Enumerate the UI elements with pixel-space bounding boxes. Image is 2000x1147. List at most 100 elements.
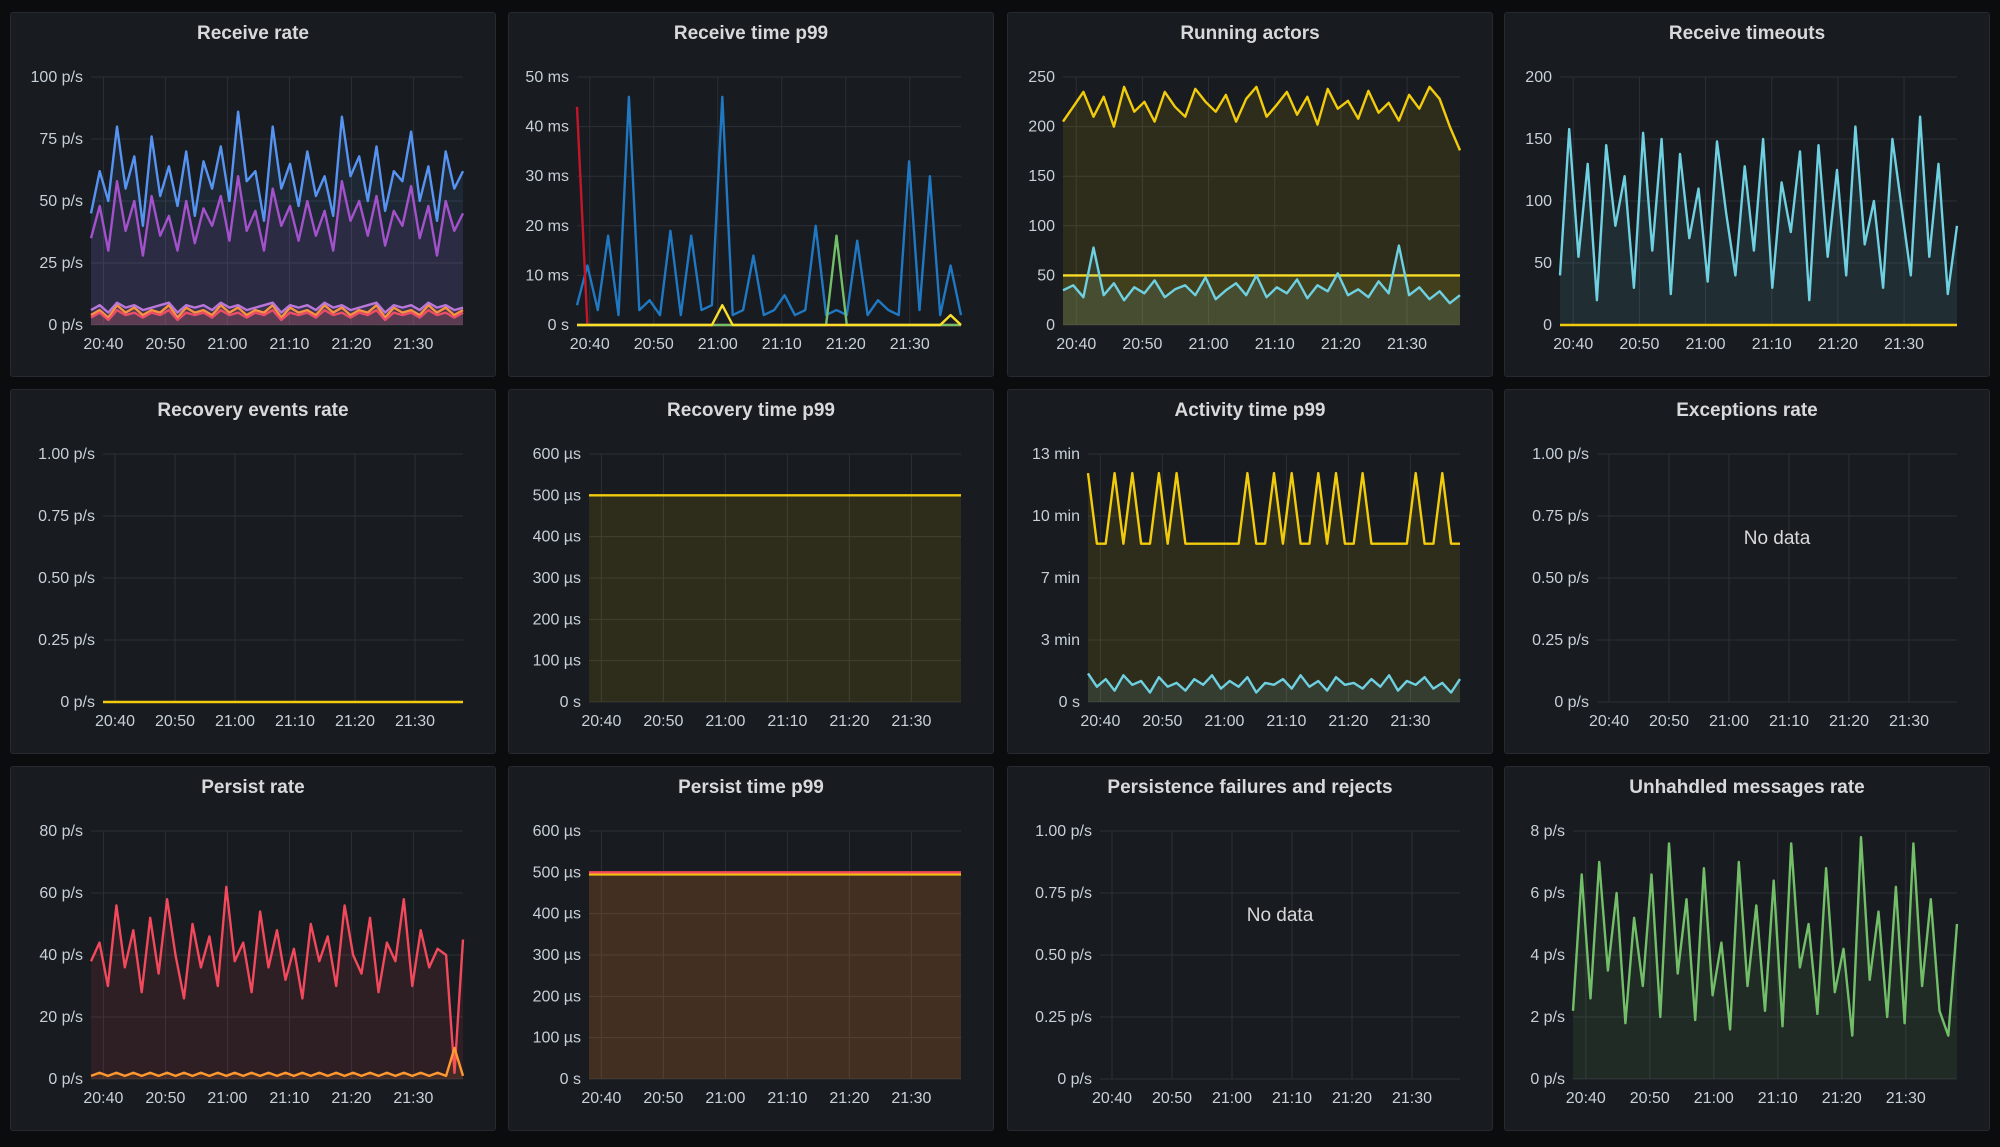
series-area-1 [589,872,961,1079]
x-tick-label: 21:20 [1332,1090,1372,1107]
x-tick-label: 21:30 [395,713,435,730]
panel-running-actors[interactable]: Running actors 0 50 100 150 200 250 20:40 20:50 2… [1007,12,1493,377]
panel-title[interactable]: Activity time p99 [1174,400,1326,421]
panel-title[interactable]: Recovery time p99 [667,400,835,421]
series-line-3[interactable] [577,304,962,327]
x-tick-label: 20:50 [1649,713,1689,730]
chart-persistence-failures-and-rejects: 0 p/s 0.25 p/s 0.50 p/s 0.75 p/s 1.00 p/s 20:… [1035,823,1460,1107]
panel-title[interactable]: Receive time p99 [673,23,829,44]
x-tick-label: 21:30 [1889,713,1929,730]
x-tick-label: 21:20 [1321,336,1361,353]
y-tick-label: 0.50 p/s [38,570,95,587]
panel-persistence-failures-and-rejects[interactable]: Persistence failures and rejects 0 p/s 0.2… [1007,766,1493,1131]
y-tick-label: 200 [1525,69,1552,86]
panel-persist-rate[interactable]: Persist rate 0 p/s 20 p/s 40 p/s 60 p/s 80 p/… [10,766,496,1131]
x-tick-label: 21:10 [275,713,315,730]
panel-receive-time-p99[interactable]: Receive time p99 0 s 10 ms 20 ms 30 ms 40 ms 5… [508,12,994,377]
x-tick-label: 20:50 [634,336,674,353]
panel-unhandled-messages-rate[interactable]: Unhahdled messages rate 0 p/s 2 p/s 4 p/s 6 … [1504,766,1990,1131]
panel-receive-timeouts[interactable]: Receive timeouts 0 50 100 150 200 20:40 20:50 21… [1504,12,1990,377]
panel-activity-time-p99[interactable]: Activity time p99 0 s 3 min 7 min 10 min 13 m… [1007,389,1493,754]
panel-exceptions-rate[interactable]: Exceptions rate 0 p/s 0.25 p/s 0.50 p/s 0.75… [1504,389,1990,754]
y-tick-label: 150 [1525,131,1552,148]
series-line-0[interactable] [89,885,465,1074]
panel-recovery-time-p99[interactable]: Recovery time p99 0 s 100 µs 200 µs 300 µs 40… [508,389,994,754]
panel-title[interactable]: Persist rate [201,777,305,798]
series-line-2[interactable] [90,304,464,319]
x-tick-label: 20:50 [1619,336,1659,353]
chart-recovery-time-p99: 0 s 100 µs 200 µs 300 µs 400 µs 500 µs 600 µs 2… [533,446,961,730]
x-tick-label: 21:10 [1752,336,1792,353]
x-tick-label: 21:30 [891,713,931,730]
y-tick-label: 10 ms [525,267,569,284]
panel-title[interactable]: Persist time p99 [678,777,824,798]
x-tick-label: 21:10 [762,336,802,353]
x-tick-label: 21:00 [1189,336,1229,353]
y-tick-label: 40 p/s [39,947,83,964]
chart-persist-rate: 0 p/s 20 p/s 40 p/s 60 p/s 80 p/s 20:40 20:50 2… [39,823,465,1107]
y-tick-label: 0.25 p/s [1035,1009,1092,1026]
series-line-3[interactable] [90,308,464,322]
series-line-1[interactable] [1087,672,1461,694]
series-line-0[interactable] [1571,836,1959,1037]
series-line-0[interactable] [1086,471,1460,545]
x-tick-label: 21:20 [1829,713,1869,730]
y-tick-label: 4 p/s [1530,947,1565,964]
y-tick-label: 500 µs [533,487,581,504]
panel-title[interactable]: Running actors [1180,23,1320,44]
x-tick-label: 21:30 [1886,1090,1926,1107]
series-line-0[interactable] [89,110,465,227]
series-line-0[interactable] [1558,115,1959,302]
y-tick-label: 1.00 p/s [38,446,95,463]
series-line-0[interactable] [575,95,963,317]
panel-title[interactable]: Recovery events rate [157,400,349,421]
panel-receive-rate[interactable]: Receive rate 0 p/s 25 p/s 50 p/s 75 p/s 100 p… [10,12,496,377]
panel-recovery-events-rate[interactable]: Recovery events rate 0 p/s 0.25 p/s 0.50 p/… [10,389,496,754]
no-data-label: No data [1247,905,1314,926]
panel-title[interactable]: Receive timeouts [1668,23,1826,44]
x-tick-label: 21:00 [207,1090,247,1107]
chart-recovery-events-rate: 0 p/s 0.25 p/s 0.50 p/s 0.75 p/s 1.00 p/s 20:… [38,446,463,730]
x-tick-label: 21:30 [890,336,930,353]
y-tick-label: 50 p/s [39,193,83,210]
series-line-1[interactable] [90,1046,465,1078]
series-line-4[interactable] [90,301,464,314]
series-area-0 [1560,116,1957,325]
panel-title[interactable]: Unhahdled messages rate [1629,777,1865,798]
x-tick-label: 21:00 [698,336,738,353]
panel-title[interactable]: Exceptions rate [1676,400,1818,421]
x-tick-label: 21:10 [1769,713,1809,730]
series-area-0 [1573,837,1957,1079]
series-line-1[interactable] [89,175,465,257]
y-tick-label: 400 µs [533,529,581,546]
panel-title[interactable]: Persistence failures and rejects [1107,777,1393,798]
y-tick-label: 0.75 p/s [1532,508,1589,525]
series-line-2[interactable] [1062,244,1461,305]
series-area-0 [589,495,961,702]
y-tick-label: 0.50 p/s [1035,947,1092,964]
x-tick-label: 21:30 [891,1090,931,1107]
y-tick-label: 300 µs [533,570,581,587]
y-tick-label: 20 p/s [39,1009,83,1026]
series-line-1[interactable] [1062,85,1462,151]
chart-receive-time-p99: 0 s 10 ms 20 ms 30 ms 40 ms 50 ms 20:40 20:50 21… [525,69,963,353]
chart-unhandled-messages-rate: 0 p/s 2 p/s 4 p/s 6 p/s 8 p/s 20:40 20:50 21:00… [1530,823,1959,1107]
x-tick-label: 20:40 [1553,336,1593,353]
x-tick-label: 20:50 [643,713,683,730]
panel-persist-time-p99[interactable]: Persist time p99 0 s 100 µs 200 µs 300 µs 400… [508,766,994,1131]
y-tick-label: 40 ms [525,119,569,136]
x-tick-label: 21:20 [331,336,371,353]
x-tick-label: 21:20 [829,1090,869,1107]
x-tick-label: 20:40 [95,713,135,730]
y-tick-label: 50 ms [525,69,569,86]
y-tick-label: 0 s [548,317,569,334]
x-tick-label: 21:00 [207,336,247,353]
y-tick-label: 3 min [1041,632,1080,649]
y-tick-label: 50 [1534,255,1552,272]
y-tick-label: 0 p/s [1530,1071,1565,1088]
chart-activity-time-p99: 0 s 3 min 7 min 10 min 13 min 20:40 20:50 21:00… [1032,446,1461,730]
panel-title[interactable]: Receive rate [197,23,309,44]
y-tick-label: 0 p/s [60,694,95,711]
series-area-0 [589,874,961,1079]
